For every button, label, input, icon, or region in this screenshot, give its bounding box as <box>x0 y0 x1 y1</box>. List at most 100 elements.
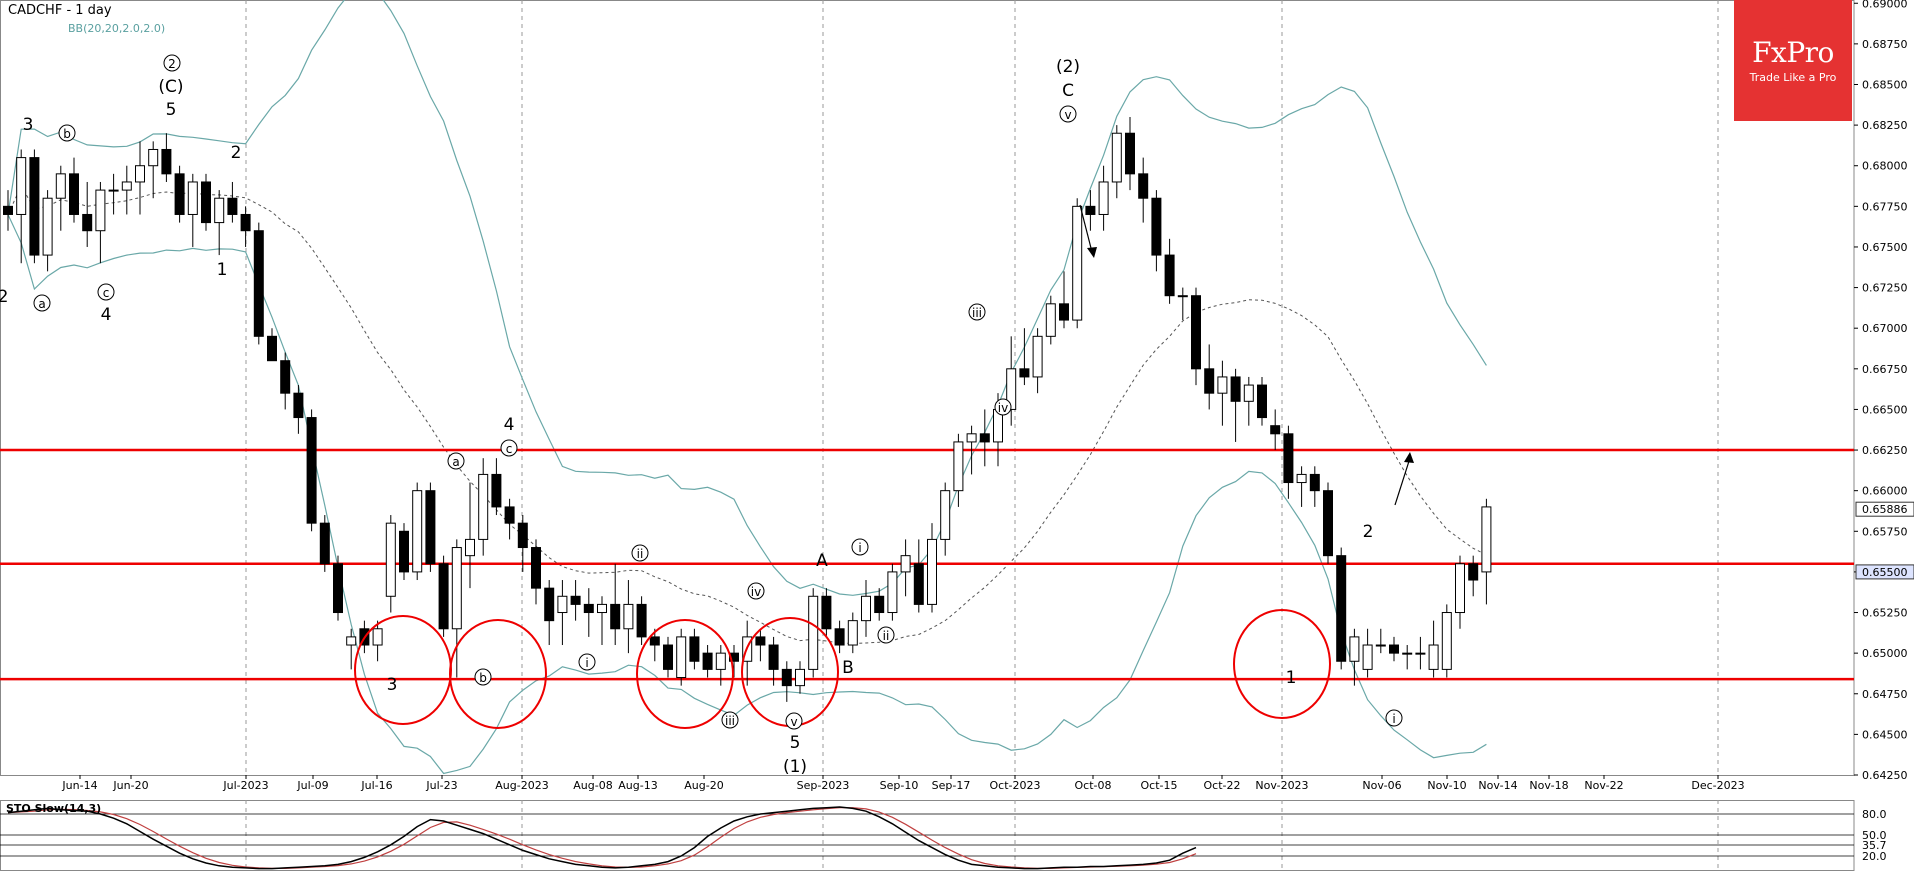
wave-label: A <box>816 551 828 571</box>
candle-body <box>1138 173 1149 199</box>
stochastic-level-label: 50.0 <box>1862 829 1887 842</box>
y-tick-label: 0.66750 <box>1862 363 1908 376</box>
stochastic-signal-line <box>7 807 1197 869</box>
x-tick-label: Nov-10 <box>1427 779 1466 792</box>
wave-label: 2 <box>231 143 242 163</box>
forecast-arrowhead <box>1087 247 1097 258</box>
bollinger-upper-band <box>7 0 1487 596</box>
candle-body <box>280 360 291 394</box>
candle-body <box>1402 652 1413 655</box>
wave-label-circle <box>33 294 51 312</box>
candle-body <box>663 644 673 670</box>
wave-label: i <box>585 656 588 670</box>
highlight-circle <box>449 619 547 729</box>
candle-body <box>174 173 185 215</box>
candle-body <box>148 148 159 167</box>
wave-label: 3 <box>387 675 398 695</box>
x-tick-label: Nov-06 <box>1362 779 1401 792</box>
candle-body <box>306 417 317 524</box>
highlight-circle <box>354 615 452 725</box>
candle-body <box>16 157 27 215</box>
candle-body <box>69 173 79 215</box>
stochastic-level-label: 20.0 <box>1862 850 1887 863</box>
candle-body <box>425 490 436 565</box>
candle-body <box>610 603 621 630</box>
y-tick-label: 0.64250 <box>1862 769 1908 782</box>
candle-body <box>900 555 911 573</box>
candle-body <box>1481 506 1492 573</box>
forecast-arrow <box>1394 457 1411 506</box>
candle-body <box>1217 376 1228 394</box>
candle-body <box>95 189 106 232</box>
candle-body <box>517 522 528 549</box>
candle-body <box>715 652 726 670</box>
wave-label: ii <box>883 629 890 643</box>
x-tick-label: Oct-2023 <box>990 779 1041 792</box>
candle-body <box>1309 473 1320 492</box>
y-tick-label: 0.65000 <box>1862 647 1908 660</box>
candle-body <box>557 595 568 614</box>
y-tick-label: 0.64750 <box>1862 688 1908 701</box>
candle-body <box>821 595 832 630</box>
candle-body <box>29 157 40 256</box>
candle-body <box>42 197 53 256</box>
x-tick-label: Sep-2023 <box>797 779 850 792</box>
wave-label-circle <box>97 283 115 301</box>
wave-label-circle <box>58 124 76 142</box>
stochastic-legend: STO Slow(14,3) <box>6 802 102 815</box>
candle-body <box>293 392 304 419</box>
y-tick-label: 0.68000 <box>1862 160 1908 173</box>
wave-label: b <box>63 127 71 141</box>
wave-label: 5 <box>790 733 801 753</box>
wave-label-circle <box>721 711 739 729</box>
candle-body <box>940 490 951 540</box>
price-tag: 0.65886 <box>1862 503 1908 516</box>
candle-body <box>1045 303 1056 337</box>
candle-body <box>927 538 937 605</box>
wave-label: iv <box>998 401 1008 415</box>
candle-body <box>847 620 858 646</box>
candle-body <box>913 563 924 605</box>
candle-body <box>187 181 198 215</box>
candle-body <box>214 197 225 224</box>
y-tick-label: 0.67250 <box>1862 282 1908 295</box>
wave-label: a <box>38 297 45 311</box>
stochastic-main-line <box>7 806 1197 870</box>
wave-label: b <box>479 671 487 685</box>
wave-label: 2 <box>168 57 176 71</box>
candle-body <box>1072 205 1083 321</box>
candle-body <box>570 595 581 605</box>
candle-body <box>1415 652 1426 655</box>
candle-body <box>755 636 766 646</box>
x-tick-label: Aug-08 <box>573 779 612 792</box>
forecast-arrow <box>1079 204 1093 253</box>
x-tick-label: Jul-2023 <box>222 779 268 792</box>
candle-body <box>1151 197 1162 256</box>
candle-body <box>544 587 555 622</box>
candle-body <box>1362 644 1373 670</box>
candle-body <box>253 230 264 337</box>
x-tick-label: Sep-17 <box>932 779 971 792</box>
candle-body <box>1270 425 1281 435</box>
y-tick-label: 0.66250 <box>1862 444 1908 457</box>
candle-body <box>979 433 990 443</box>
candle-body <box>1441 612 1452 670</box>
candle-body <box>861 595 871 622</box>
candle-body <box>1032 335 1043 378</box>
x-tick-label: Oct-08 <box>1075 779 1112 792</box>
wave-label: 2 <box>1363 522 1374 542</box>
candle-body <box>135 165 145 183</box>
candle-body <box>372 628 383 646</box>
wave-label: (1) <box>783 757 807 777</box>
x-tick-label: Nov-22 <box>1584 779 1623 792</box>
wave-label-circle <box>968 303 986 321</box>
x-tick-label: Aug-20 <box>684 779 723 792</box>
candle-body <box>399 530 409 573</box>
x-tick-label: Jun-20 <box>112 779 148 792</box>
candle-body <box>1125 132 1135 175</box>
y-tick-label: 0.64500 <box>1862 728 1908 741</box>
candle-body <box>465 538 475 557</box>
candle-body <box>333 563 343 614</box>
